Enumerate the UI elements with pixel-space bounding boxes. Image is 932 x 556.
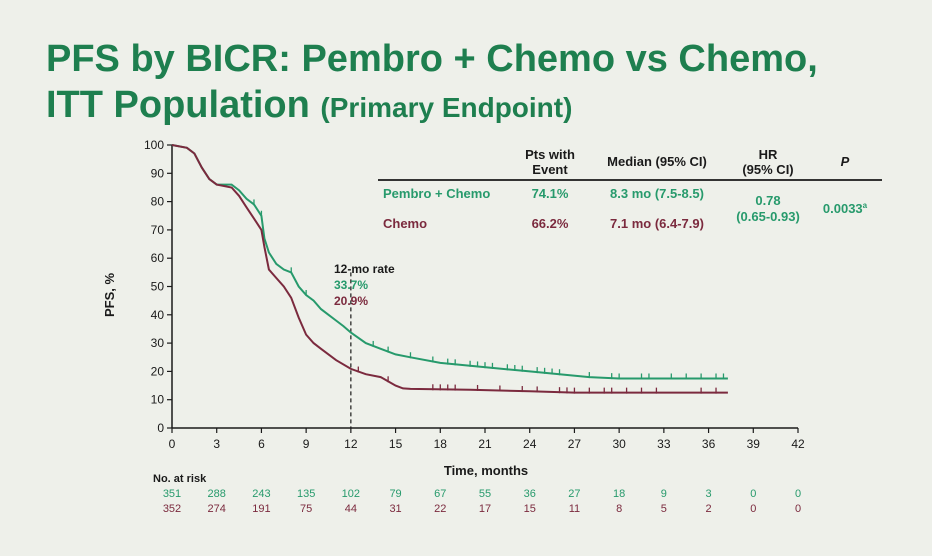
risk-count-chemo: 352 <box>163 503 181 515</box>
risk-count-chemo: 8 <box>616 503 622 515</box>
y-tick-label: 50 <box>151 280 165 294</box>
x-tick-label: 21 <box>478 437 492 451</box>
risk-count-pembro: 36 <box>524 488 536 500</box>
risk-count-pembro: 67 <box>434 488 446 500</box>
header-pts-line2: Event <box>532 162 568 177</box>
y-tick-label: 70 <box>151 223 165 237</box>
km-curve-pembro <box>171 144 728 380</box>
x-tick-label: 27 <box>568 437 582 451</box>
row-pembro-median: 8.3 mo (7.5-8.5) <box>610 186 704 201</box>
risk-count-chemo: 17 <box>479 503 491 515</box>
header-p: P <box>841 154 850 169</box>
y-tick-label: 90 <box>151 166 165 180</box>
risk-count-chemo: 75 <box>300 503 312 515</box>
risk-count-chemo: 2 <box>706 503 712 515</box>
risk-table: No. at risk 351 288 243 135 102 79 67 55 36 27 18 9… <box>153 473 801 515</box>
risk-count-chemo: 22 <box>434 503 446 515</box>
risk-count-pembro: 102 <box>342 488 360 500</box>
y-tick-label: 100 <box>144 138 164 152</box>
p-value: 0.0033a <box>823 201 868 216</box>
title-line1: PFS by BICR: Pembro + Chemo vs Chemo, <box>46 38 818 80</box>
x-tick-label: 39 <box>747 437 761 451</box>
x-tick-label: 0 <box>169 437 176 451</box>
hr-ci: (0.65-0.93) <box>736 209 800 224</box>
x-tick-label: 30 <box>612 437 626 451</box>
risk-count-pembro: 243 <box>252 488 270 500</box>
title-subtitle: (Primary Endpoint) <box>320 92 573 123</box>
x-tick-label: 15 <box>389 437 403 451</box>
x-tick-label: 42 <box>791 437 805 451</box>
y-tick-label: 10 <box>151 393 165 407</box>
risk-table-label: No. at risk <box>153 473 207 485</box>
annotation-pembro-rate: 33.7% <box>334 278 368 292</box>
risk-count-chemo: 11 <box>569 503 580 515</box>
header-hr-line2: (95% CI) <box>742 162 793 177</box>
p-value-number: 0.0033 <box>823 201 863 216</box>
risk-count-pembro: 135 <box>297 488 315 500</box>
risk-count-pembro: 288 <box>208 488 226 500</box>
risk-count-chemo: 0 <box>795 503 801 515</box>
y-tick-label: 80 <box>151 195 165 209</box>
risk-count-chemo: 5 <box>661 503 667 515</box>
y-axis-label: PFS, % <box>102 273 117 318</box>
x-tick-label: 6 <box>258 437 265 451</box>
risk-count-chemo: 191 <box>252 503 270 515</box>
row-chemo-pts: 66.2% <box>532 216 569 231</box>
risk-count-pembro: 351 <box>163 488 181 500</box>
x-tick-label: 3 <box>213 437 220 451</box>
risk-count-pembro: 27 <box>568 488 580 500</box>
risk-count-chemo: 44 <box>345 503 357 515</box>
hr-value: 0.78 <box>755 193 780 208</box>
header-median: Median (95% CI) <box>607 154 707 169</box>
risk-row-chemo: 352 274 191 75 44 31 22 17 15 11 8 5 2 0 0 <box>163 503 801 515</box>
x-tick-label: 33 <box>657 437 671 451</box>
header-pts-line1: Pts with <box>525 147 575 162</box>
y-tick-label: 20 <box>151 364 165 378</box>
risk-count-chemo: 274 <box>208 503 226 515</box>
risk-count-pembro: 9 <box>661 488 667 500</box>
y-tick-label: 30 <box>151 336 165 350</box>
x-axis-label: Time, months <box>444 463 528 478</box>
y-tick-label: 40 <box>151 308 165 322</box>
x-tick-label: 18 <box>434 437 448 451</box>
row-pembro-arm: Pembro + Chemo <box>383 186 490 201</box>
risk-count-pembro: 55 <box>479 488 491 500</box>
annotation-chemo-rate: 20.9% <box>334 294 368 308</box>
risk-count-pembro: 18 <box>613 488 625 500</box>
summary-table: Pts with Event Median (95% CI) HR (95% C… <box>378 147 882 231</box>
risk-count-pembro: 3 <box>706 488 712 500</box>
risk-count-pembro: 79 <box>389 488 401 500</box>
x-tick-label: 12 <box>344 437 358 451</box>
km-curve-chemo <box>171 144 728 394</box>
y-tick-label: 60 <box>151 251 165 265</box>
risk-row-pembro: 351 288 243 135 102 79 67 55 36 27 18 9 3 0 0 <box>163 488 801 500</box>
x-tick-label: 36 <box>702 437 716 451</box>
risk-count-pembro: 0 <box>750 488 756 500</box>
risk-count-chemo: 15 <box>524 503 536 515</box>
title-line2: ITT Population <box>46 84 310 126</box>
p-value-footnote: a <box>863 201 868 210</box>
chart-marks <box>171 144 728 428</box>
risk-count-chemo: 0 <box>750 503 756 515</box>
y-tick-label: 0 <box>157 421 164 435</box>
row-pembro-pts: 74.1% <box>532 186 569 201</box>
x-tick-label: 9 <box>303 437 310 451</box>
slide-title: PFS by BICR: Pembro + Chemo vs Chemo, IT… <box>46 36 818 131</box>
row-chemo-median: 7.1 mo (6.4-7.9) <box>610 216 704 231</box>
row-chemo-arm: Chemo <box>383 216 427 231</box>
risk-count-chemo: 31 <box>389 503 401 515</box>
annotation-12mo: 12-mo rate 33.7% 20.9% <box>334 262 395 308</box>
x-tick-label: 24 <box>523 437 537 451</box>
risk-count-pembro: 0 <box>795 488 801 500</box>
annotation-label: 12-mo rate <box>334 262 395 276</box>
header-hr-line1: HR <box>759 147 778 162</box>
